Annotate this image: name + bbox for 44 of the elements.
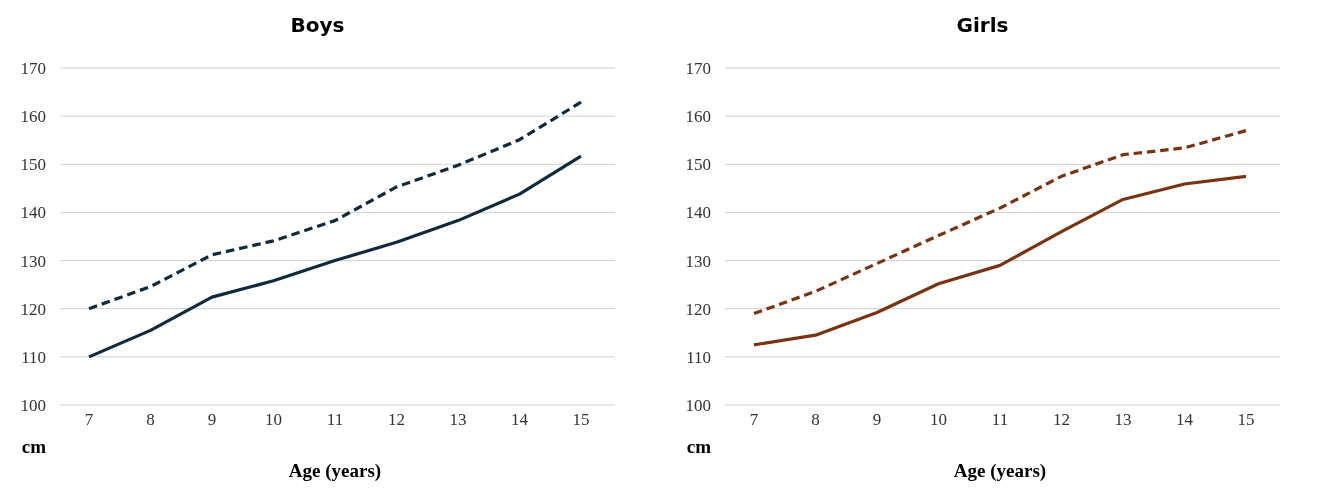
y-tick-label: 110 <box>686 347 711 367</box>
x-tick-label: 10 <box>265 410 282 429</box>
line-series <box>752 174 1248 347</box>
y-axis-title: cm <box>686 436 712 457</box>
line-series <box>752 128 1248 316</box>
y-tick-label: 150 <box>20 155 46 175</box>
x-tick-label: 14 <box>511 410 529 429</box>
y-tick-label: 170 <box>685 58 711 78</box>
x-tick-label: 7 <box>84 410 94 429</box>
y-tick-label: 140 <box>685 203 711 223</box>
line-series <box>87 154 583 359</box>
x-tick-label: 8 <box>146 410 155 429</box>
x-tick-label: 11 <box>991 410 1009 429</box>
x-tick-label: 8 <box>811 410 820 429</box>
chart-title: Boys <box>290 13 345 37</box>
y-tick-label: 120 <box>685 299 711 319</box>
y-tick-label: 130 <box>685 251 711 271</box>
x-tick-label: 7 <box>749 410 759 429</box>
y-tick-label: 100 <box>20 395 46 415</box>
y-tick-label: 170 <box>20 58 46 78</box>
x-tick-label: 10 <box>930 410 947 429</box>
x-tick-label: 9 <box>872 410 882 429</box>
line-series <box>87 100 583 311</box>
x-tick-label: 13 <box>449 410 467 429</box>
x-tick-label: 15 <box>1237 410 1255 429</box>
chart-title: Girls <box>956 13 1009 37</box>
x-tick-label: 9 <box>207 410 217 429</box>
y-axis-title: cm <box>21 436 47 457</box>
x-axis-title: Age (years) <box>953 460 1047 482</box>
x-tick-label: 14 <box>1176 410 1194 429</box>
y-tick-label: 100 <box>685 395 711 415</box>
x-tick-label: 13 <box>1114 410 1132 429</box>
x-tick-label: 12 <box>1053 410 1070 429</box>
y-tick-label: 140 <box>20 203 46 223</box>
y-tick-label: 130 <box>20 251 46 271</box>
y-tick-label: 150 <box>685 155 711 175</box>
y-tick-label: 160 <box>20 107 46 127</box>
y-tick-label: 160 <box>685 107 711 127</box>
x-tick-label: 11 <box>326 410 344 429</box>
x-axis-title: Age (years) <box>288 460 382 482</box>
y-tick-label: 120 <box>20 299 46 319</box>
x-tick-label: 12 <box>388 410 405 429</box>
x-tick-label: 15 <box>572 410 590 429</box>
y-tick-label: 110 <box>21 347 46 367</box>
